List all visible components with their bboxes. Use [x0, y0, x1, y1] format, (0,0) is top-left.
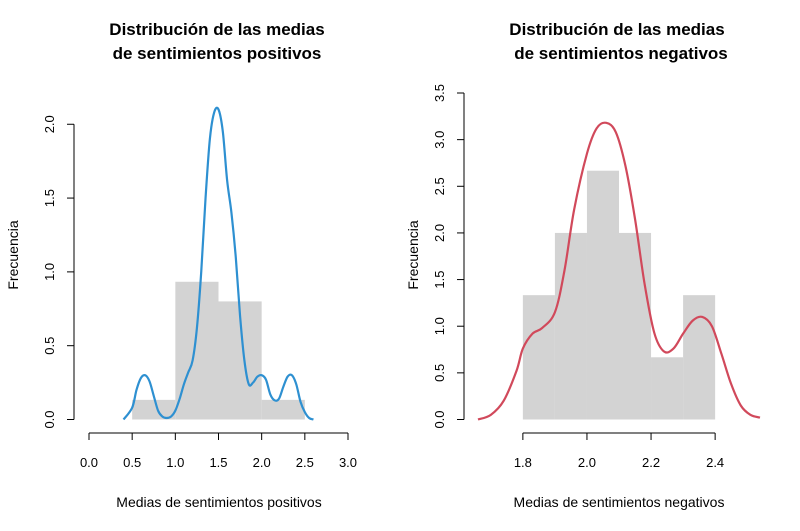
x-tick-label: 2.0 [578, 455, 596, 470]
histogram-bar-0 [132, 399, 176, 420]
y-axis: 0.0 0.5 1.0 1.5 2.0 2.5 3.0 3.5 [432, 84, 465, 429]
x-tick-label: 2.4 [706, 455, 724, 470]
histogram-bar-0 [522, 295, 555, 420]
chart-title-line-1: Distribución de las medias [509, 20, 724, 39]
bars [132, 281, 305, 420]
y-tick-label: 1.5 [432, 271, 447, 289]
x-tick-label: 3.0 [339, 455, 357, 470]
histogram-bar-2 [586, 170, 619, 420]
y-tick-label: 2.0 [42, 115, 57, 133]
x-axis: 1.8 2.0 2.2 2.4 [514, 432, 724, 470]
y-tick-label: 2.5 [432, 177, 447, 195]
histogram-bar-5 [683, 295, 716, 420]
density-curve [122, 106, 314, 421]
x-tick-label: 2.5 [296, 455, 314, 470]
y-tick-label: 1.0 [42, 263, 57, 281]
bars [522, 170, 716, 420]
y-axis-label: Frecuencia [5, 220, 21, 289]
y-tick-label: 3.0 [432, 131, 447, 149]
histogram-bar-3 [261, 399, 305, 420]
histogram-bar-1 [175, 281, 219, 420]
y-tick-label: 3.5 [432, 84, 447, 102]
histogram-bar-1 [554, 232, 587, 420]
x-axis: 0.0 0.5 1.0 1.5 2.0 2.5 3.0 [80, 432, 357, 470]
y-tick-label: 1.5 [42, 189, 57, 207]
y-tick-label: 0.0 [432, 410, 447, 428]
x-axis-label: Medias de sentimientos positivos [116, 494, 321, 510]
histogram-bar-3 [619, 232, 652, 420]
chart-title-line-2: de sentimientos positivos [113, 44, 322, 63]
x-tick-label: 0.5 [123, 455, 141, 470]
y-axis-label: Frecuencia [405, 220, 421, 289]
x-axis-label: Medias de sentimientos negativos [514, 494, 725, 510]
x-tick-label: 0.0 [80, 455, 98, 470]
x-tick-label: 1.5 [209, 455, 227, 470]
x-tick-label: 2.2 [642, 455, 660, 470]
histogram-bar-4 [651, 357, 684, 420]
y-tick-label: 1.0 [432, 317, 447, 335]
chart-negative: Distribución de las medias de sentimient… [405, 20, 761, 510]
y-tick-label: 2.0 [432, 224, 447, 242]
density-curve [477, 121, 761, 421]
y-tick-label: 0.5 [432, 364, 447, 382]
x-tick-label: 1.0 [166, 455, 184, 470]
y-tick-label: 0.5 [42, 337, 57, 355]
y-axis: 0.0 0.5 1.0 1.5 2.0 [42, 115, 75, 429]
y-tick-label: 0.0 [42, 410, 57, 428]
chart-title-line-1: Distribución de las medias [109, 20, 324, 39]
density [477, 121, 761, 421]
chart-title-line-2: de sentimientos negativos [514, 44, 728, 63]
chart-positive: Distribución de las medias de sentimient… [5, 20, 357, 510]
density [122, 106, 314, 421]
x-tick-label: 2.0 [253, 455, 271, 470]
x-tick-label: 1.8 [514, 455, 532, 470]
